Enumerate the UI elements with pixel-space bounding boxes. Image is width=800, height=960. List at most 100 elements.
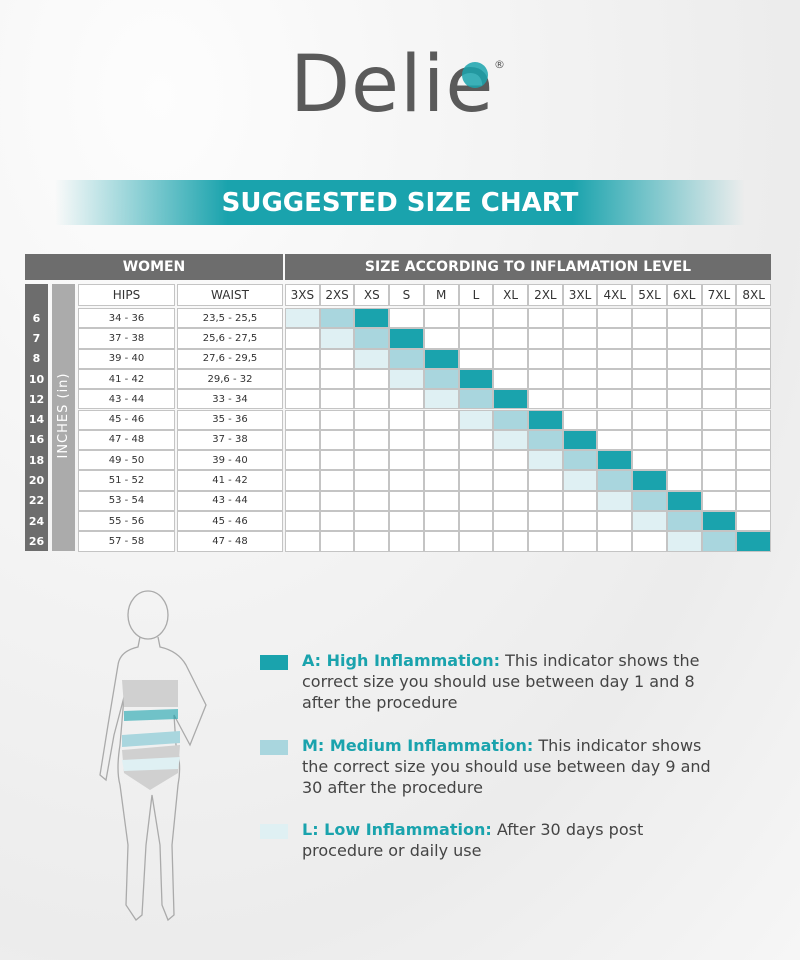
size-cell (562, 328, 598, 349)
size-cell (632, 348, 667, 369)
size-cell (354, 470, 390, 491)
size-cell (597, 531, 633, 552)
hips: 34 - 36 (78, 308, 175, 329)
size-cell (528, 531, 563, 552)
legend-text: This indicator shows the correct size yo… (302, 736, 711, 797)
size-cell (597, 389, 633, 410)
size-cell (736, 470, 771, 491)
waist: 23,5 - 25,5 (177, 308, 283, 329)
size-cell (666, 409, 702, 430)
size-cell (285, 531, 320, 552)
size-cell (597, 450, 633, 471)
size-cell (319, 348, 355, 369)
size-cell (632, 389, 667, 410)
size-cell (389, 531, 424, 552)
size-cell (458, 470, 494, 491)
size-cell (423, 409, 459, 430)
size-cell (701, 308, 737, 329)
size-cell (528, 389, 563, 410)
size-cell (701, 328, 737, 349)
size-cell (493, 470, 528, 491)
size-cell (632, 429, 667, 451)
size-cell (389, 368, 424, 390)
hips: 51 - 52 (78, 470, 175, 491)
size-cell (701, 470, 737, 491)
size-number: 6 (32, 311, 41, 325)
size-cell (736, 429, 771, 451)
group-header: WOMEN (25, 254, 283, 280)
size-cell (562, 348, 598, 369)
size-cell (528, 511, 563, 532)
size-cell (458, 429, 494, 451)
size-cell (666, 429, 702, 451)
legend-item: A: High Inflammation: This indicator sho… (302, 650, 712, 713)
size-cell (285, 490, 320, 511)
size-cell (319, 511, 355, 532)
size-cell (354, 368, 390, 390)
legend-text: After 30 days post procedure or daily us… (302, 820, 644, 860)
size-cell (666, 511, 702, 532)
hips: 49 - 50 (78, 450, 175, 471)
waist: 25,6 - 27,5 (177, 328, 283, 349)
size-cell (562, 470, 598, 491)
logo-mark: ® (494, 58, 505, 71)
size-cell (319, 450, 355, 471)
size-cell (632, 531, 667, 552)
size-cell (632, 470, 667, 491)
size-header: 2XL (528, 284, 563, 306)
size-cell (389, 389, 424, 410)
size-cell (354, 511, 390, 532)
hips: 43 - 44 (78, 389, 175, 410)
waist: 43 - 44 (177, 490, 283, 511)
size-cell (319, 328, 355, 349)
size-cell (597, 368, 633, 390)
size-cell (493, 511, 528, 532)
size-cell (319, 490, 355, 511)
size-cell (354, 409, 390, 430)
size-number: 16 (28, 433, 45, 447)
size-cell (528, 450, 563, 471)
size-cell (458, 328, 494, 349)
column-header: HIPS (78, 284, 175, 306)
size-cell (354, 429, 390, 451)
size-cell (632, 409, 667, 430)
side-label-column: INCHES (in) (52, 284, 75, 551)
group-header: SIZE ACCORDING TO INFLAMATION LEVEL (285, 254, 771, 280)
size-header: 3XL (562, 284, 598, 306)
size-cell (423, 450, 459, 471)
size-cell (666, 531, 702, 552)
waist: 27,6 - 29,5 (177, 348, 283, 369)
size-cell (389, 409, 424, 430)
size-cell (632, 328, 667, 349)
size-number: 8 (32, 352, 41, 366)
size-cell (423, 389, 459, 410)
size-cell (736, 531, 771, 552)
size-cell (458, 511, 494, 532)
legend-swatch (260, 655, 288, 670)
size-cell (423, 348, 459, 369)
size-cell (528, 409, 563, 430)
size-cell (458, 368, 494, 390)
hips: 37 - 38 (78, 328, 175, 349)
size-cell (319, 389, 355, 410)
size-cell (354, 328, 390, 349)
legend-item: L: Low Inflammation: After 30 days post … (302, 819, 712, 861)
logo-accent (462, 62, 488, 88)
size-cell (423, 368, 459, 390)
hips: 47 - 48 (78, 429, 175, 451)
size-cell (389, 328, 424, 349)
size-cell (458, 409, 494, 430)
size-cell (736, 450, 771, 471)
size-cell (528, 308, 563, 329)
size-cell (666, 348, 702, 369)
size-cell (597, 511, 633, 532)
size-cell (319, 308, 355, 329)
size-cell (701, 368, 737, 390)
legend-item: M: Medium Inflammation: This indicator s… (302, 735, 712, 798)
size-cell (701, 409, 737, 430)
size-cell (285, 409, 320, 430)
size-header: 8XL (736, 284, 771, 306)
size-cell (285, 348, 320, 369)
size-cell (458, 389, 494, 410)
waist: 29,6 - 32 (177, 368, 283, 390)
